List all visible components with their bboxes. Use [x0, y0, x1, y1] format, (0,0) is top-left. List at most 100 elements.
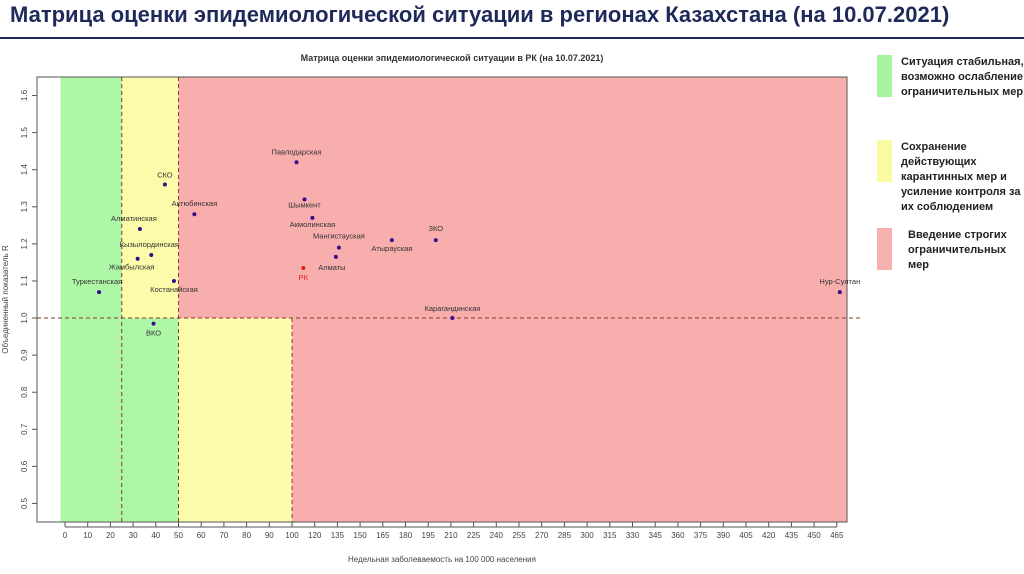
x-tick-label-15: 180 — [399, 531, 413, 540]
y-tick-label-4: 0.9 — [20, 349, 29, 361]
x-axis-label: Недельная заболеваемость на 100 000 насе… — [348, 555, 536, 564]
point-label-7: Жамбылская — [109, 263, 155, 272]
point-label-12: РК — [299, 273, 309, 282]
point-label-9: Атырауская — [371, 244, 412, 253]
x-tick-label-13: 150 — [353, 531, 367, 540]
title-divider — [0, 37, 1024, 39]
point-label-14: Туркестанская — [72, 277, 122, 286]
plot-frame — [36, 76, 848, 523]
x-tick-label-31: 420 — [762, 531, 776, 540]
y-tick-label-11: 1.6 — [20, 89, 29, 101]
point-label-8: Мангистауская — [313, 232, 365, 241]
point-1 — [162, 182, 167, 187]
point-9 — [389, 238, 394, 243]
x-tick-label-11: 120 — [308, 531, 322, 540]
scatter-chart: Матрица оценки эпидемиологической ситуац… — [1, 53, 860, 564]
x-tick-label-5: 50 — [174, 531, 183, 540]
legend-label-strict: Введение строгих ограничительных мер — [908, 229, 1007, 271]
point-13 — [171, 278, 176, 283]
legend-swatch-green — [877, 55, 892, 97]
y-axis-label: Объединенный показатель R — [1, 245, 10, 354]
point-label-3: Шымкент — [288, 200, 321, 209]
point-16 — [450, 316, 455, 321]
y-tick-label-6: 1.1 — [20, 275, 29, 287]
x-tick-label-19: 240 — [490, 531, 504, 540]
legend-swatch-yellow — [877, 140, 892, 182]
x-tick-label-14: 165 — [376, 531, 390, 540]
x-tick-label-27: 360 — [671, 531, 685, 540]
zone-yellow-1 — [121, 77, 179, 319]
x-tick-label-1: 10 — [83, 531, 92, 540]
x-tick-label-23: 300 — [580, 531, 594, 540]
x-tick-label-10: 100 — [285, 531, 299, 540]
point-label-16: Карагандинская — [424, 304, 480, 313]
x-tick-label-0: 0 — [63, 531, 68, 540]
point-11 — [333, 254, 338, 259]
point-label-5: Алматинская — [111, 214, 157, 223]
y-tick-label-9: 1.4 — [20, 164, 29, 176]
x-tick-label-24: 315 — [603, 531, 617, 540]
point-label-2: Актюбинская — [172, 199, 217, 208]
point-5 — [137, 227, 142, 232]
point-label-11: Алматы — [318, 263, 345, 272]
point-15 — [837, 290, 842, 295]
zone-yellow-2 — [178, 318, 292, 522]
slide-title: Матрица оценки эпидемиологической ситуац… — [10, 2, 950, 27]
point-0 — [294, 160, 299, 165]
x-tick-label-20: 255 — [512, 531, 526, 540]
y-tick-label-5: 1.0 — [20, 312, 29, 324]
point-17 — [151, 321, 156, 326]
point-2 — [192, 212, 197, 217]
point-14 — [97, 290, 102, 295]
zone-red-3 — [178, 77, 847, 319]
x-tick-label-22: 285 — [558, 531, 572, 540]
zone-red-4 — [292, 318, 847, 522]
point-label-4: Акмолинская — [290, 220, 336, 229]
point-label-1: СКО — [157, 171, 173, 180]
y-tick-label-3: 0.8 — [20, 386, 29, 398]
point-label-15: Нур-Султан — [819, 277, 860, 286]
x-tick-label-21: 270 — [535, 531, 549, 540]
point-8 — [336, 245, 341, 250]
y-tick-label-1: 0.6 — [20, 460, 29, 472]
x-tick-label-30: 405 — [739, 531, 753, 540]
point-12 — [301, 265, 306, 270]
legend-swatch-red — [877, 228, 892, 270]
x-tick-label-28: 375 — [694, 531, 708, 540]
y-tick-label-7: 1.2 — [20, 238, 29, 250]
x-tick-label-33: 450 — [807, 531, 821, 540]
x-tick-label-8: 80 — [242, 531, 251, 540]
y-tick-label-2: 0.7 — [20, 423, 29, 435]
legend-label-stable: Ситуация стабильная, возможно ослабление… — [901, 56, 1024, 98]
x-tick-label-17: 210 — [444, 531, 458, 540]
x-tick-label-7: 70 — [219, 531, 228, 540]
y-tick-label-10: 1.5 — [20, 127, 29, 139]
point-4 — [310, 215, 315, 220]
x-tick-label-9: 90 — [265, 531, 274, 540]
x-tick-label-3: 30 — [129, 531, 138, 540]
x-tick-label-25: 330 — [626, 531, 640, 540]
x-tick-label-6: 60 — [197, 531, 206, 540]
x-tick-label-34: 465 — [830, 531, 844, 540]
point-10 — [433, 238, 438, 243]
x-tick-label-32: 435 — [785, 531, 799, 540]
point-label-10: ЗКО — [428, 224, 443, 233]
point-7 — [135, 256, 140, 261]
x-tick-label-16: 195 — [422, 531, 436, 540]
point-label-6: Кызылординская — [120, 240, 179, 249]
point-label-17: ВКО — [146, 329, 161, 338]
x-tick-label-4: 40 — [151, 531, 160, 540]
y-tick-label-0: 0.5 — [20, 497, 29, 509]
point-6 — [149, 253, 154, 257]
legend-label-maintain: Сохранение действующих карантинных мер и… — [901, 141, 1021, 213]
x-tick-label-12: 135 — [331, 531, 345, 540]
x-tick-label-29: 390 — [717, 531, 731, 540]
x-tick-label-26: 345 — [649, 531, 663, 540]
x-tick-label-2: 20 — [106, 531, 115, 540]
chart-title: Матрица оценки эпидемиологической ситуац… — [301, 53, 604, 63]
y-tick-label-8: 1.3 — [20, 201, 29, 213]
point-3 — [302, 197, 307, 202]
point-label-13: Костанайская — [150, 285, 198, 294]
point-label-0: Павлодарская — [272, 147, 322, 156]
x-tick-label-18: 225 — [467, 531, 481, 540]
